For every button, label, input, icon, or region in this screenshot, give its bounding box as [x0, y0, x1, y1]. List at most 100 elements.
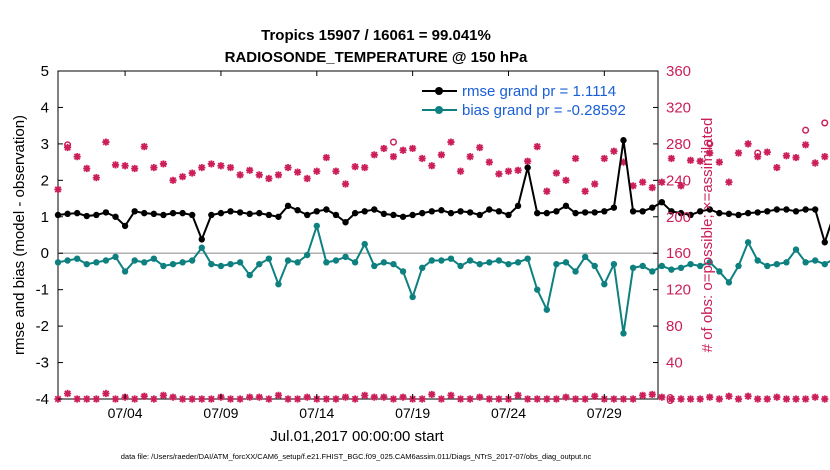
- bias-point: [169, 260, 177, 268]
- possible-count-point: [64, 141, 72, 149]
- rejected-count-point: [131, 395, 139, 403]
- assimilated-count-point: [322, 153, 330, 162]
- assimilated-count-point: [380, 144, 388, 153]
- rejected-count-point-mark: [533, 395, 541, 403]
- rejected-count-point: [150, 395, 158, 403]
- bias-point: [313, 222, 320, 230]
- bias-point: [380, 259, 388, 266]
- rejected-count-point-mark: [284, 395, 292, 403]
- rejected-count-point: [284, 395, 292, 403]
- rejected-count-point-mark: [485, 395, 493, 403]
- rejected-count-point-mark: [159, 391, 168, 399]
- bias-point: [304, 251, 311, 259]
- assimilated-count-point-mark: [571, 154, 580, 163]
- rejected-count-point-mark: [150, 395, 158, 403]
- assimilated-count-point-mark: [179, 173, 187, 181]
- assimilated-count-point: [476, 143, 484, 152]
- assimilated-count-point: [102, 138, 110, 146]
- rmse-point: [821, 239, 828, 246]
- rmse-point: [610, 204, 618, 211]
- assimilated-count-point: [351, 163, 359, 171]
- bias-point: [696, 262, 704, 270]
- rejected-count-point-mark: [754, 395, 762, 403]
- rmse-point: [399, 213, 407, 220]
- bias-point: [572, 268, 579, 275]
- assimilated-count-point: [294, 168, 302, 176]
- rejected-count-point: [265, 395, 273, 403]
- bias-point: [610, 260, 618, 268]
- assimilated-count-point-mark: [236, 171, 244, 179]
- rmse-point: [447, 209, 455, 217]
- bias-point: [687, 260, 694, 268]
- rejected-count-point-mark: [102, 389, 110, 398]
- right-tick-label: 200: [666, 209, 691, 226]
- bias-point: [792, 246, 800, 253]
- assimilated-count-point-mark: [811, 159, 819, 167]
- rejected-count-point: [562, 393, 570, 401]
- assimilated-count-point-mark: [802, 141, 810, 149]
- rejected-count-point-mark: [303, 393, 311, 401]
- rmse-point: [217, 209, 225, 217]
- assimilated-count-point-mark: [581, 187, 589, 195]
- rejected-count-point: [696, 395, 704, 403]
- rejected-count-point-mark: [255, 393, 263, 401]
- rmse-point: [668, 208, 675, 215]
- assimilated-count-point: [725, 178, 733, 186]
- assimilated-count-point-mark: [456, 167, 465, 175]
- bias-point: [121, 268, 129, 275]
- rejected-count-point-mark: [811, 393, 819, 401]
- rmse-point: [179, 209, 186, 217]
- rejected-count-point-mark: [92, 395, 100, 403]
- legend-rmse-swatch-marker: [435, 87, 443, 95]
- rmse-point: [534, 209, 541, 217]
- rejected-count-point-mark: [437, 395, 445, 403]
- assimilated-count-point-mark: [265, 174, 273, 183]
- bias-point: [351, 259, 359, 266]
- rejected-count-point-mark: [198, 395, 206, 403]
- rejected-count-point: [639, 391, 647, 399]
- rejected-count-point: [821, 395, 829, 403]
- rejected-count-point: [744, 392, 752, 400]
- assimilated-count-point: [284, 163, 292, 172]
- assimilated-count-point-mark: [524, 157, 532, 165]
- bias-point: [486, 259, 493, 266]
- rmse-point: [428, 208, 436, 215]
- y-axis-left-label: rmse and bias (model - observation): [11, 115, 28, 355]
- assimilated-count-point: [370, 151, 378, 159]
- assimilated-count-point: [533, 143, 541, 151]
- bias-point: [725, 279, 733, 286]
- left-tick-label: 0: [41, 245, 49, 262]
- left-tick-label: 1: [41, 209, 49, 226]
- assimilated-count-point: [706, 149, 714, 157]
- assimilated-count-point-mark: [773, 163, 781, 172]
- rejected-count-point: [303, 393, 311, 401]
- plot-frame: [57, 70, 659, 400]
- rmse-point: [342, 219, 349, 226]
- rejected-count-point: [802, 395, 810, 403]
- data-file-footer: data file: /Users/raeder/DAI/ATM_forcXX/…: [121, 452, 592, 461]
- rejected-count-point: [629, 395, 637, 403]
- rmse-point: [304, 211, 311, 219]
- rejected-count-point: [322, 395, 330, 403]
- assimilated-count-point: [792, 153, 800, 162]
- bias-point: [505, 260, 512, 268]
- rmse-point: [725, 210, 733, 218]
- assimilated-count-point-mark: [466, 153, 474, 161]
- assimilated-count-point: [639, 178, 647, 186]
- rmse-point: [505, 211, 512, 219]
- bias-point: [361, 240, 368, 248]
- assimilated-count-point-mark: [389, 153, 398, 161]
- rmse-point: [361, 208, 368, 215]
- rejected-count-point: [667, 395, 676, 403]
- rmse-point: [649, 204, 656, 211]
- bias-point: [591, 262, 598, 270]
- bias-point: [629, 264, 637, 271]
- rejected-count-point-mark: [581, 395, 589, 403]
- rejected-count-point-mark: [140, 392, 148, 400]
- assimilated-count-point: [150, 163, 158, 172]
- rmse-point: [486, 206, 493, 213]
- assimilated-count-point-mark: [600, 154, 608, 163]
- rmse-point: [629, 208, 637, 215]
- assimilated-count-point: [217, 162, 225, 170]
- assimilated-count-point-mark: [294, 168, 302, 176]
